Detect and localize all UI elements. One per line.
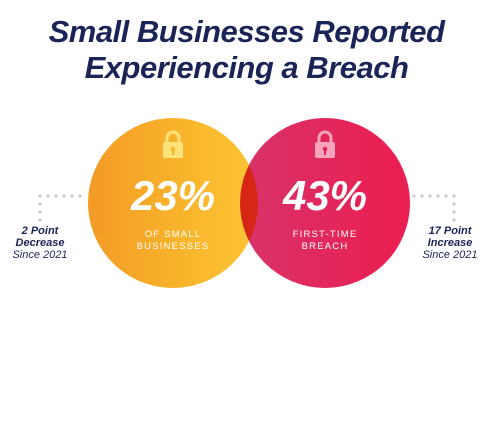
lock-icon bbox=[315, 130, 335, 158]
decrease-note: 2 Point Decrease Since 2021 bbox=[0, 225, 80, 261]
lock-icon bbox=[163, 130, 183, 158]
title-line-2: Experiencing a Breach bbox=[84, 50, 409, 85]
decrease-note-line-2: Decrease bbox=[15, 237, 65, 249]
decrease-note-line-1: 2 Point bbox=[21, 225, 59, 237]
first-time-breach-label: FIRST-TIME BREACH bbox=[240, 229, 410, 253]
small-businesses-label-line-1: OF SMALL bbox=[144, 229, 202, 240]
increase-note-line-1: 17 Point bbox=[428, 225, 472, 237]
increase-note-line-3: Since 2021 bbox=[422, 249, 478, 261]
first-time-breach-label-line-1: FIRST-TIME bbox=[292, 229, 358, 240]
small-businesses-label: OF SMALL BUSINESSES bbox=[88, 229, 258, 253]
increase-note-line-2: Increase bbox=[427, 237, 473, 249]
small-businesses-label-line-2: BUSINESSES bbox=[136, 241, 210, 252]
small-businesses-value: 23% bbox=[130, 172, 216, 219]
chart-title: Small Businesses Reported Experiencing a… bbox=[0, 14, 493, 86]
first-time-breach-label-line-2: BREACH bbox=[301, 241, 349, 252]
title-line-1: Small Businesses Reported bbox=[48, 14, 445, 49]
first-time-breach-value: 43% bbox=[282, 172, 368, 219]
decrease-note-line-3: Since 2021 bbox=[12, 249, 68, 261]
increase-note: 17 Point Increase Since 2021 bbox=[410, 225, 490, 261]
